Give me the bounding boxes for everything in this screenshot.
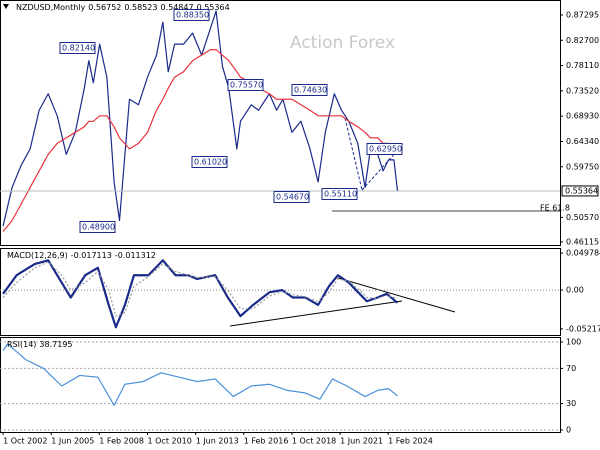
y-tick-label: 0.82700 xyxy=(566,36,599,45)
price-annotation: 0.61020 xyxy=(194,158,227,167)
price-annotation: 0.48900 xyxy=(82,223,115,232)
y-tick-label: 0.50570 xyxy=(566,213,599,222)
y-tick-label: 0.00 xyxy=(566,286,584,295)
y-tick-label: 0.87295 xyxy=(566,10,599,19)
panel-header: RSI(14) 38.7195 xyxy=(7,340,73,349)
price-annotation: 0.62950 xyxy=(369,145,402,154)
macd-panel xyxy=(0,248,561,336)
price-annotation-box xyxy=(173,9,210,21)
x-tick-label: 1 Oct 2010 xyxy=(147,437,191,446)
x-tick-label: 1 Jun 2013 xyxy=(196,437,239,446)
macd-trend-line xyxy=(337,277,456,313)
y-tick-label: 0.46115 xyxy=(566,237,599,246)
price-annotation-box xyxy=(191,156,228,168)
price-annotation-box xyxy=(59,42,96,54)
x-tick-label: 1 Feb 2008 xyxy=(99,437,144,446)
price-annotation: 0.74630 xyxy=(294,86,327,95)
price-annotation-box xyxy=(79,221,116,233)
panel-header: NZDUSD,Monthly 0.56752 0.58523 0.54847 0.553… xyxy=(16,3,230,12)
price-annotation: 0.55110 xyxy=(324,190,357,199)
header-text: MACD(12,26,9) xyxy=(7,251,68,260)
x-tick-label: 1 Feb 2024 xyxy=(388,437,433,446)
x-tick-label: 1 Jun 2021 xyxy=(340,437,383,446)
price-annotation: 0.75570 xyxy=(230,81,263,90)
header-text: 38.7195 xyxy=(39,340,72,349)
series-line xyxy=(2,49,399,232)
series-line xyxy=(2,261,398,317)
y-tick-label: 0.64340 xyxy=(566,137,599,146)
x-tick-label: 1 Jun 2005 xyxy=(51,437,94,446)
header-text: -0.011312 xyxy=(115,251,156,260)
y-tick-label: 70 xyxy=(566,364,576,373)
price-panel xyxy=(0,0,561,246)
price-annotation: 0.82140 xyxy=(62,44,95,53)
header-text: NZDUSD,Monthly xyxy=(16,3,86,12)
price-annotation-box xyxy=(291,84,328,96)
trend-line xyxy=(361,149,399,191)
y-tick-label: -0.052179 xyxy=(566,324,600,333)
y-tick-label: 0 xyxy=(566,425,571,434)
price-annotation-box xyxy=(321,188,358,200)
price-annotation: 0.54670 xyxy=(276,193,309,202)
price-annotation-box xyxy=(227,79,264,91)
y-tick-label: 30 xyxy=(566,399,576,408)
macd-trend-line xyxy=(229,300,403,327)
series-line xyxy=(2,343,398,406)
header-text: RSI(14) xyxy=(7,340,36,349)
y-tick-label: 0.78110 xyxy=(566,61,599,70)
header-text: -0.017113 xyxy=(71,251,112,260)
price-annotation-box xyxy=(273,191,310,203)
menu-arrow xyxy=(3,4,9,9)
trend-line xyxy=(344,117,363,191)
y-tick-label: 0.68930 xyxy=(566,112,599,121)
series-line xyxy=(2,10,399,227)
x-tick-label: 1 Oct 2018 xyxy=(292,437,336,446)
watermark: Action Forex xyxy=(290,33,395,53)
header-text: 0.55364 xyxy=(197,3,230,12)
y-tick-label: 0.59750 xyxy=(566,162,599,171)
price-annotation: FE 61.8 xyxy=(540,204,570,213)
rsi-panel xyxy=(0,337,561,433)
y-tick-label: 0.049784 xyxy=(566,249,600,258)
current-price-label: 0.55364 xyxy=(565,186,598,195)
header-text: 0.54847 xyxy=(160,3,193,12)
x-tick-label: 1 Oct 2002 xyxy=(3,437,47,446)
price-annotation-box xyxy=(366,143,403,155)
y-tick-label: 0.73520 xyxy=(566,86,599,95)
header-text: 0.58523 xyxy=(124,3,157,12)
header-text: 0.56752 xyxy=(88,3,121,12)
y-tick-label: 100 xyxy=(566,338,581,347)
x-tick-label: 1 Feb 2016 xyxy=(244,437,289,446)
price-annotation: 0.88350 xyxy=(176,11,209,20)
panel-header: MACD(12,26,9) -0.017113 -0.011312 xyxy=(7,251,156,260)
current-price-box xyxy=(561,185,599,197)
